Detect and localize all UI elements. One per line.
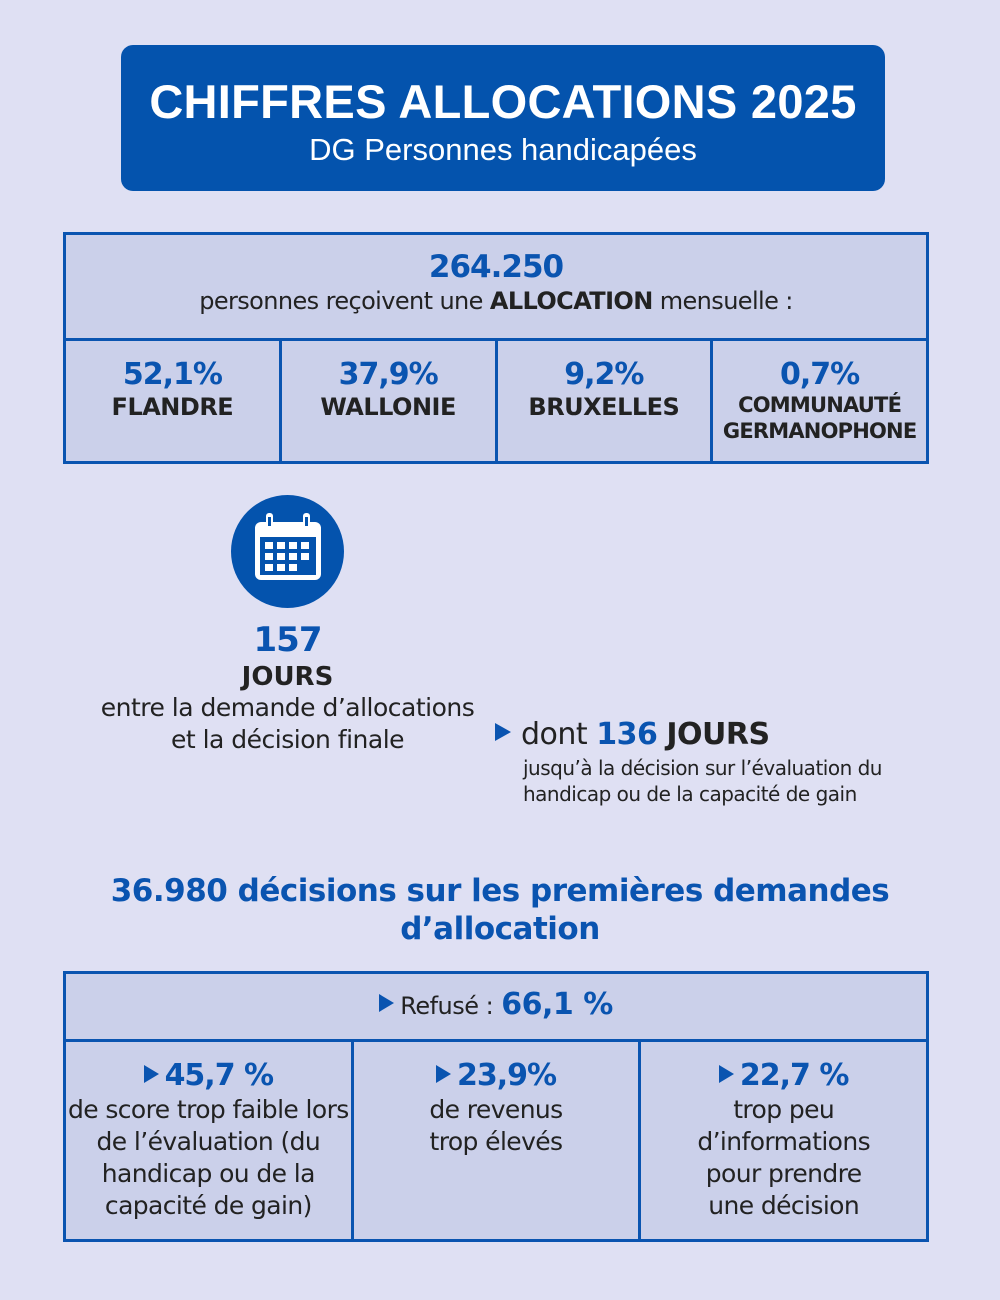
triangle-bullet-icon (143, 1065, 159, 1083)
region-communaute-germanophone: 0,7% COMMUNAUTÉ GERMANOPHONE (713, 341, 926, 464)
reason-description: de score trop faible lors de l’évaluatio… (67, 1095, 349, 1220)
reason-description: trop peu d’informations pour prendre une… (697, 1095, 871, 1220)
region-name: WALLONIE (320, 393, 456, 421)
allocations-text-before: personnes reçoivent une (199, 287, 490, 315)
decisions-heading: 36.980 décisions sur les premières deman… (110, 873, 890, 947)
allocations-box: 264.250 personnes reçoivent une ALLOCATI… (63, 232, 929, 464)
triangle-bullet-icon (435, 1065, 451, 1083)
region-bruxelles: 9,2% BRUXELLES (498, 341, 714, 464)
regions-row: 52,1% FLANDRE 37,9% WALLONIE 9,2% BRUXEL… (66, 341, 926, 464)
allocations-text-bold: ALLOCATION (489, 287, 653, 315)
reason-insufficient-info: 22,7 % trop peu d’informations pour pren… (641, 1042, 926, 1242)
region-name: FLANDRE (111, 393, 234, 421)
refused-value: 66,1 % (501, 987, 613, 1022)
refusal-reasons-row: 45,7 % de score trop faible lors de l’év… (66, 1042, 926, 1242)
region-wallonie: 37,9% WALLONIE (282, 341, 498, 464)
reason-pct-value: 23,9% (456, 1058, 557, 1093)
region-pct: 9,2% (564, 357, 644, 392)
sub-duration-headline: dont 136 JOURS (495, 715, 915, 755)
allocations-summary: 264.250 personnes reçoivent une ALLOCATI… (66, 235, 926, 341)
triangle-bullet-icon (718, 1065, 734, 1083)
region-name: BRUXELLES (528, 393, 680, 421)
reason-low-score: 45,7 % de score trop faible lors de l’év… (66, 1042, 354, 1242)
duration-block: 157 JOURS entre la demande d’allocations… (100, 618, 475, 756)
sub-duration-description: jusqu’à la décision sur l’évaluation du … (523, 756, 882, 806)
region-name: COMMUNAUTÉ GERMANOPHONE (722, 393, 917, 443)
allocations-description: personnes reçoivent une ALLOCATION mensu… (66, 285, 926, 317)
calendar-icon (231, 495, 344, 608)
triangle-bullet-icon (379, 994, 395, 1012)
page-title: CHIFFRES ALLOCATIONS 2025 (149, 75, 857, 128)
allocations-text-after: mensuelle : (652, 287, 794, 315)
duration-description: entre la demande d’allocations et la déc… (100, 693, 475, 754)
region-flandre: 52,1% FLANDRE (66, 341, 282, 464)
sub-duration-prefix: dont (521, 717, 597, 752)
duration-unit: JOURS (241, 662, 334, 692)
sub-duration-unit: JOURS (666, 717, 770, 752)
sub-duration-days: 136 (596, 717, 658, 752)
duration-days: 157 (253, 620, 323, 660)
region-pct: 37,9% (338, 357, 439, 392)
reason-pct: 45,7 % (66, 1042, 351, 1094)
triangle-bullet-icon (495, 723, 511, 741)
reason-high-income: 23,9% de revenus trop élevés (354, 1042, 642, 1242)
region-pct: 0,7% (780, 357, 860, 392)
reason-pct-value: 45,7 % (164, 1058, 275, 1093)
refused-summary: Refusé :66,1 % (66, 974, 926, 1042)
reason-description: de revenus trop élevés (429, 1095, 563, 1156)
header-banner: CHIFFRES ALLOCATIONS 2025 DG Personnes h… (121, 45, 885, 191)
allocations-total: 264.250 (428, 249, 564, 285)
page-subtitle: DG Personnes handicapées (309, 132, 697, 167)
reason-pct: 23,9% (354, 1042, 639, 1094)
refusals-box: Refusé :66,1 % 45,7 % de score trop faib… (63, 971, 929, 1242)
region-pct: 52,1% (122, 357, 223, 392)
refused-label: Refusé : (400, 992, 494, 1020)
sub-duration-block: dont 136 JOURS jusqu’à la décision sur l… (495, 715, 915, 807)
reason-pct: 22,7 % (641, 1042, 926, 1094)
reason-pct-value: 22,7 % (739, 1058, 850, 1093)
